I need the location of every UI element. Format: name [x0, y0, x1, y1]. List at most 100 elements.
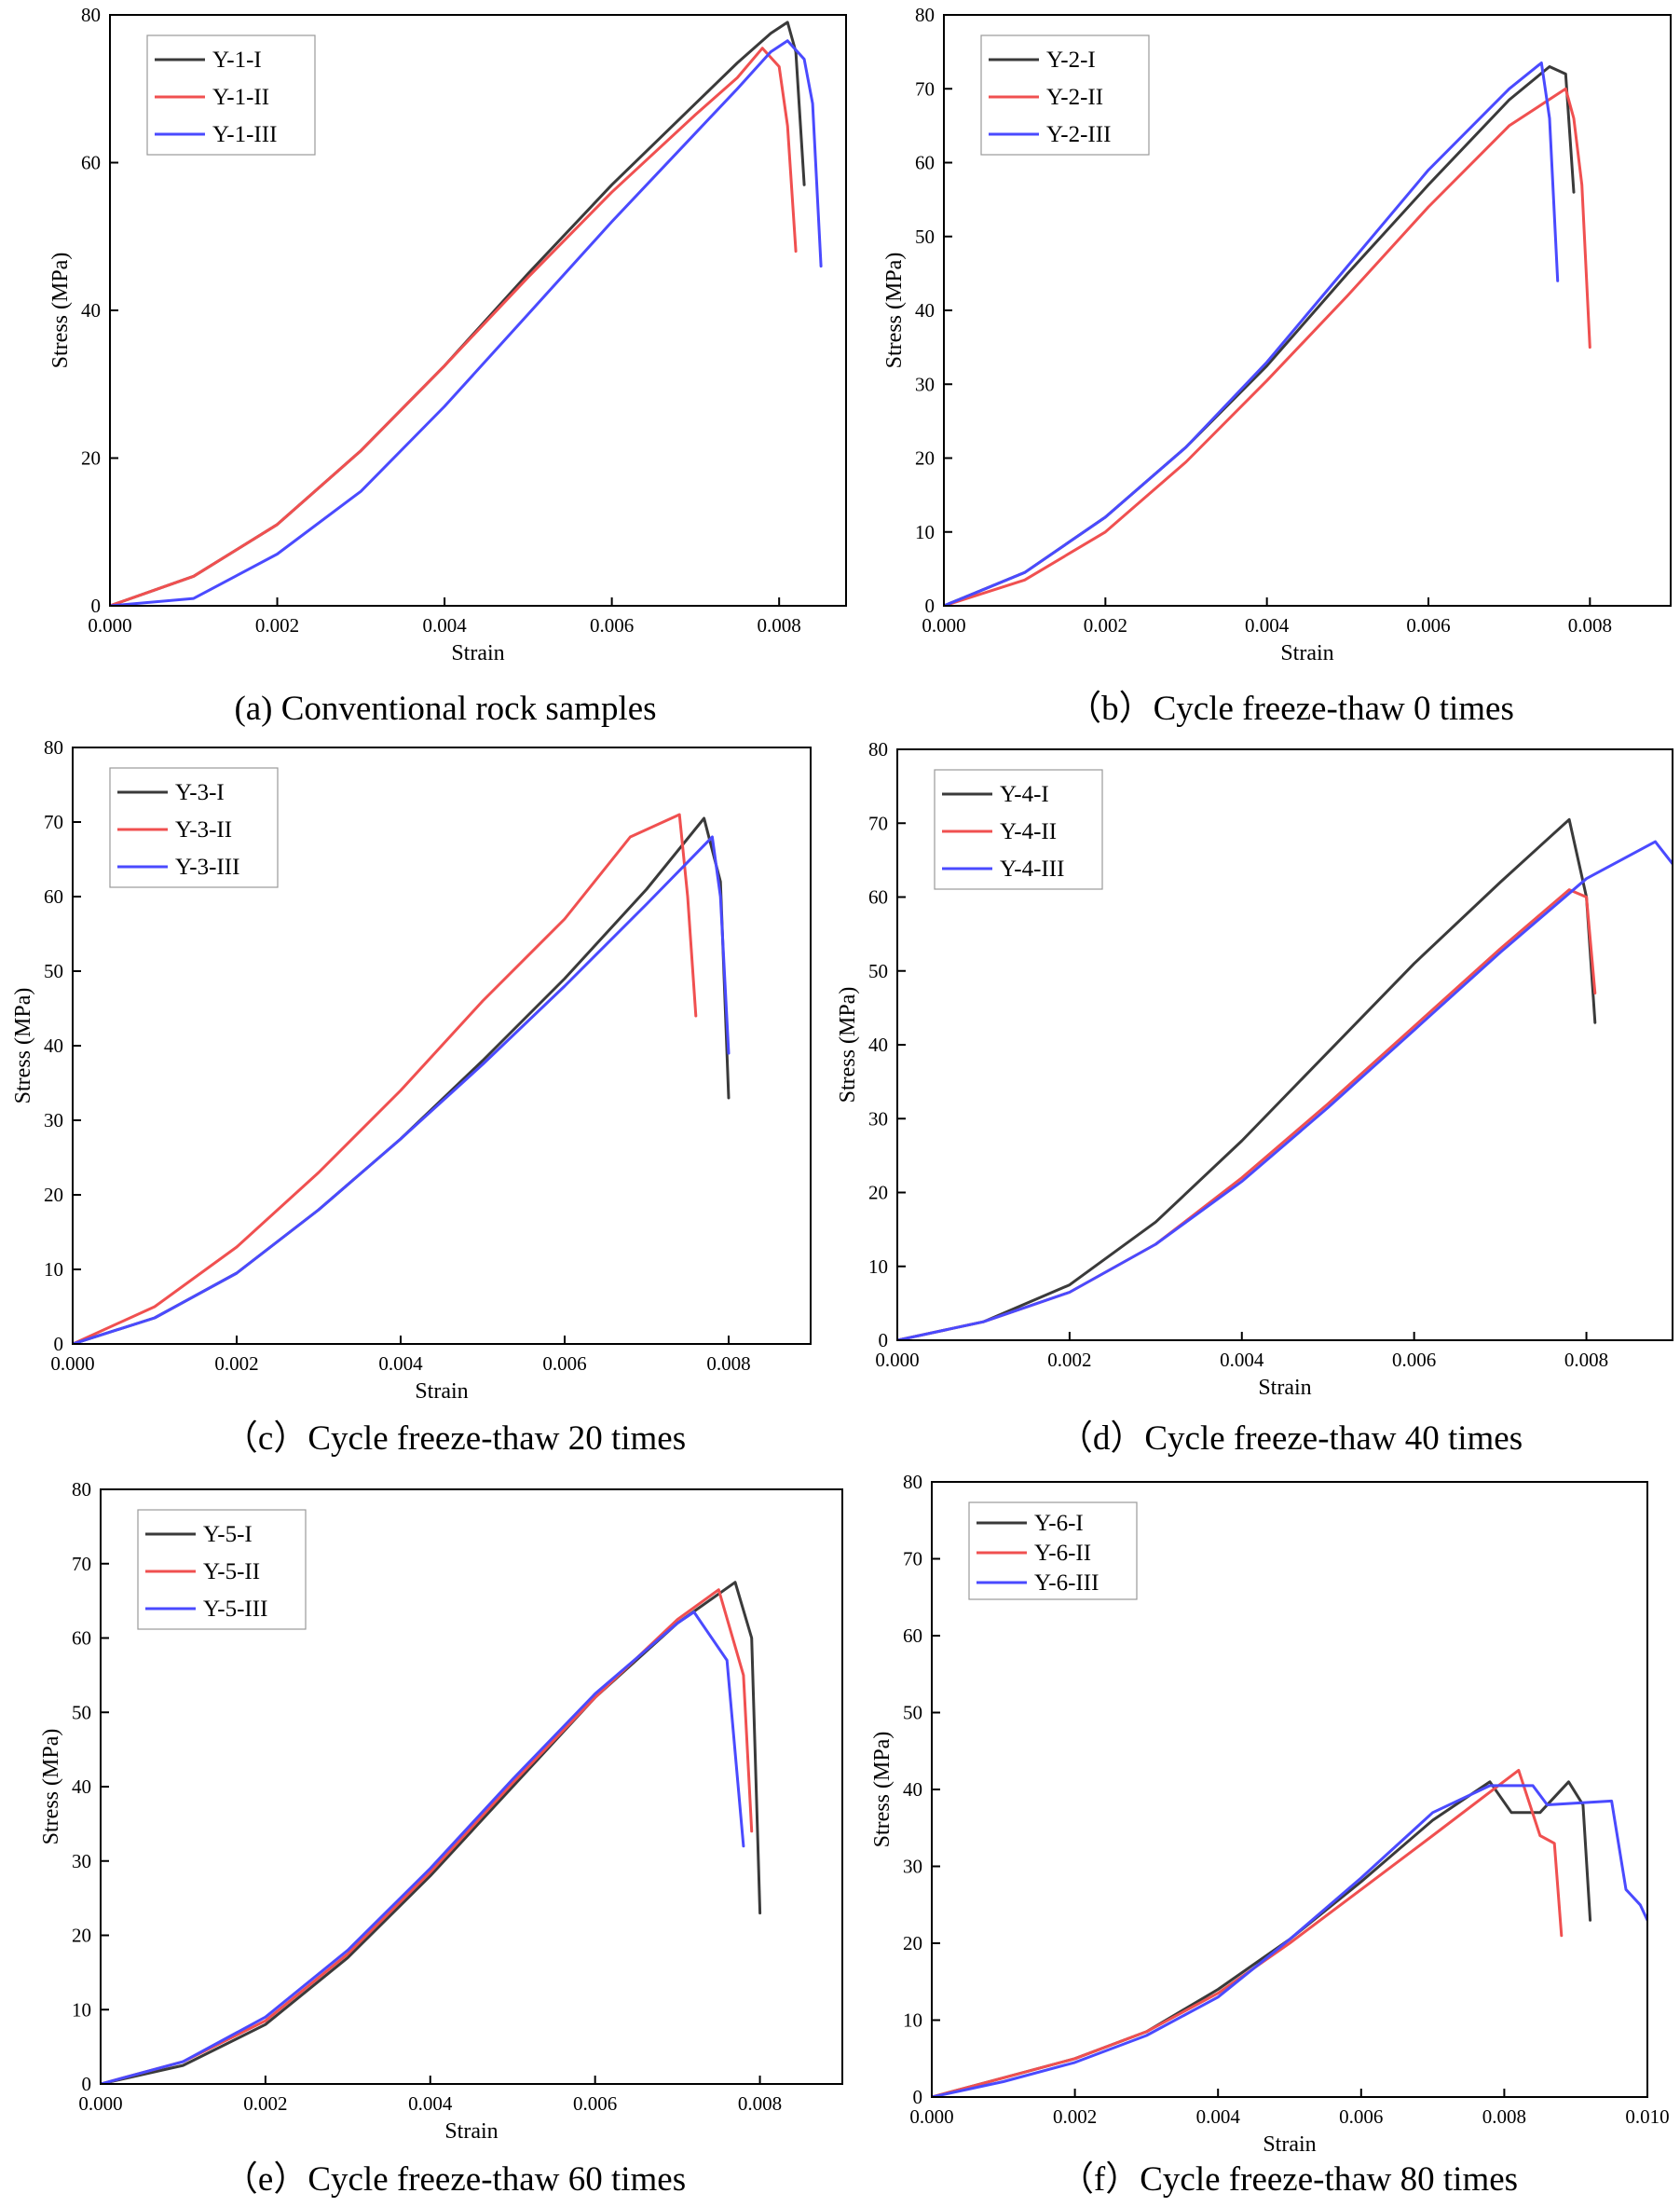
y-tick-label: 10 — [72, 1998, 91, 2021]
panel-caption: （f）Cycle freeze-thaw 80 times — [1059, 2160, 1518, 2199]
x-axis-label: Strain — [444, 2119, 498, 2144]
legend-entry: Y-2-II — [1046, 85, 1103, 110]
legend-entry: Y-2-I — [1046, 48, 1096, 73]
series-line-Y-4-I — [897, 817, 1597, 1340]
legend-entry: Y-3-II — [175, 817, 232, 843]
x-tick-label: 0.000 — [50, 1352, 94, 1375]
legend: Y-3-I Y-3-II Y-3-III — [109, 767, 279, 888]
y-tick-label: 10 — [915, 521, 935, 543]
y-tick-label: 80 — [915, 4, 935, 26]
x-tick-label: 0.008 — [1564, 1349, 1608, 1371]
y-tick-label: 10 — [44, 1258, 63, 1281]
y-tick-label: 20 — [868, 1182, 888, 1204]
plot-frame — [943, 14, 1672, 607]
y-axis-label: Stress (MPa) — [11, 988, 35, 1104]
y-tick-label: 60 — [868, 886, 888, 909]
y-tick-label: 40 — [903, 1778, 922, 1801]
legend-entry: Y-3-I — [175, 780, 225, 805]
y-tick-label: 70 — [44, 811, 63, 833]
x-tick-label: 0.006 — [573, 2092, 617, 2115]
x-tick-label: 0.002 — [214, 1352, 258, 1375]
series-line-Y-5-I — [101, 1581, 762, 2084]
x-tick-label: 0.002 — [1053, 2105, 1097, 2128]
y-axis-label: Stress (MPa) — [870, 1732, 895, 1848]
legend-entry: Y-2-III — [1046, 122, 1111, 147]
y-tick-label: 40 — [44, 1035, 63, 1057]
x-tick-label: 0.004 — [1196, 2105, 1241, 2128]
x-tick-label: 0.006 — [1392, 1349, 1436, 1371]
y-axis-label: Stress (MPa) — [48, 253, 73, 369]
x-tick-label: 0.008 — [1568, 614, 1612, 637]
x-tick-label: 0.002 — [255, 614, 299, 637]
legend-entry: Y-1-III — [212, 122, 277, 147]
series-line-Y-4-III — [897, 840, 1673, 1340]
y-tick-label: 30 — [915, 373, 935, 395]
legend-entry: Y-5-I — [203, 1522, 253, 1547]
y-tick-label: 60 — [81, 152, 101, 174]
y-tick-label: 60 — [903, 1624, 922, 1647]
x-tick-label: 0.000 — [88, 614, 131, 637]
plot-frame — [931, 1481, 1648, 2098]
y-tick-label: 50 — [903, 1702, 922, 1724]
x-tick-label: 0.004 — [1220, 1349, 1264, 1371]
y-tick-label: 20 — [915, 447, 935, 470]
x-tick-label: 0.006 — [542, 1352, 586, 1375]
x-tick-label: 0.004 — [408, 2092, 453, 2115]
x-tick-label: 0.004 — [378, 1352, 423, 1375]
series-line-Y-6-II — [932, 1768, 1564, 2097]
y-tick-label: 80 — [868, 738, 888, 761]
series-line-Y-2-II — [944, 87, 1591, 606]
y-tick-label: 70 — [903, 1548, 922, 1570]
x-axis-label: Strain — [1263, 2132, 1316, 2157]
series-line-Y-1-III — [110, 39, 823, 606]
panel-b: 0.000 0.002 0.004 0.006 0.008 0 10 20 30 40 50 60 70… — [882, 4, 1672, 728]
series-line-Y-4-II — [897, 888, 1597, 1340]
y-tick-label: 0 — [54, 1333, 64, 1355]
y-tick-label: 60 — [915, 152, 935, 174]
x-tick-label: 0.006 — [1406, 614, 1450, 637]
y-axis-label: Stress (MPa) — [836, 987, 860, 1104]
panel-caption: （d）Cycle freeze-thaw 40 times — [1059, 1419, 1523, 1458]
x-tick-label: 0.008 — [706, 1352, 750, 1375]
legend: Y-5-I Y-5-II Y-5-III — [137, 1509, 307, 1630]
y-tick-label: 30 — [903, 1856, 922, 1878]
x-axis-label: Strain — [415, 1379, 468, 1404]
x-axis-label: Strain — [1280, 641, 1333, 665]
series-line-Y-2-III — [944, 62, 1560, 606]
panel-f: 0.000 0.002 0.004 0.006 0.008 0.010 0 10 20 30 40 5… — [870, 1471, 1670, 2199]
x-tick-label: 0.000 — [78, 2092, 122, 2115]
x-tick-label: 0.004 — [1245, 614, 1290, 637]
series-line-Y-6-I — [932, 1780, 1592, 2097]
y-tick-label: 40 — [72, 1775, 91, 1798]
legend-entry: Y-3-III — [175, 855, 239, 880]
y-tick-label: 50 — [72, 1701, 91, 1723]
y-tick-label: 60 — [72, 1627, 91, 1650]
y-tick-label: 70 — [72, 1553, 91, 1575]
plot-frame — [896, 748, 1673, 1341]
legend: Y-6-I Y-6-II Y-6-III — [968, 1501, 1138, 1600]
y-tick-label: 80 — [44, 736, 63, 759]
y-axis-label: Stress (MPa) — [882, 253, 907, 369]
x-tick-label: 0.008 — [738, 2092, 782, 2115]
series-line-Y-5-II — [101, 1588, 754, 2084]
legend: Y-1-I Y-1-II Y-1-III — [146, 34, 316, 156]
y-tick-label: 20 — [72, 1925, 91, 1947]
y-tick-label: 30 — [72, 1850, 91, 1872]
x-tick-label: 0.002 — [243, 2092, 287, 2115]
y-tick-label: 60 — [44, 885, 63, 908]
plot-frame — [72, 747, 812, 1345]
y-tick-label: 0 — [91, 595, 102, 617]
y-tick-label: 40 — [81, 299, 101, 322]
legend-entry: Y-6-I — [1034, 1511, 1084, 1536]
legend-entry: Y-4-III — [1000, 857, 1064, 882]
series-line-Y-6-III — [932, 1784, 1647, 2097]
panel-d: 0.000 0.002 0.004 0.006 0.008 0 10 20 30 40 50 60 70… — [836, 738, 1673, 1458]
x-tick-label: 0.000 — [922, 614, 965, 637]
panel-caption: （e）Cycle freeze-thaw 60 times — [224, 2160, 686, 2199]
legend-entry: Y-6-III — [1034, 1570, 1099, 1596]
legend: Y-2-I Y-2-II Y-2-III — [980, 34, 1150, 156]
series-line-Y-3-I — [73, 816, 731, 1344]
y-tick-label: 10 — [868, 1255, 888, 1278]
panel-c: 0.000 0.002 0.004 0.006 0.008 0 10 20 30 40 50 60 70… — [11, 736, 812, 1458]
